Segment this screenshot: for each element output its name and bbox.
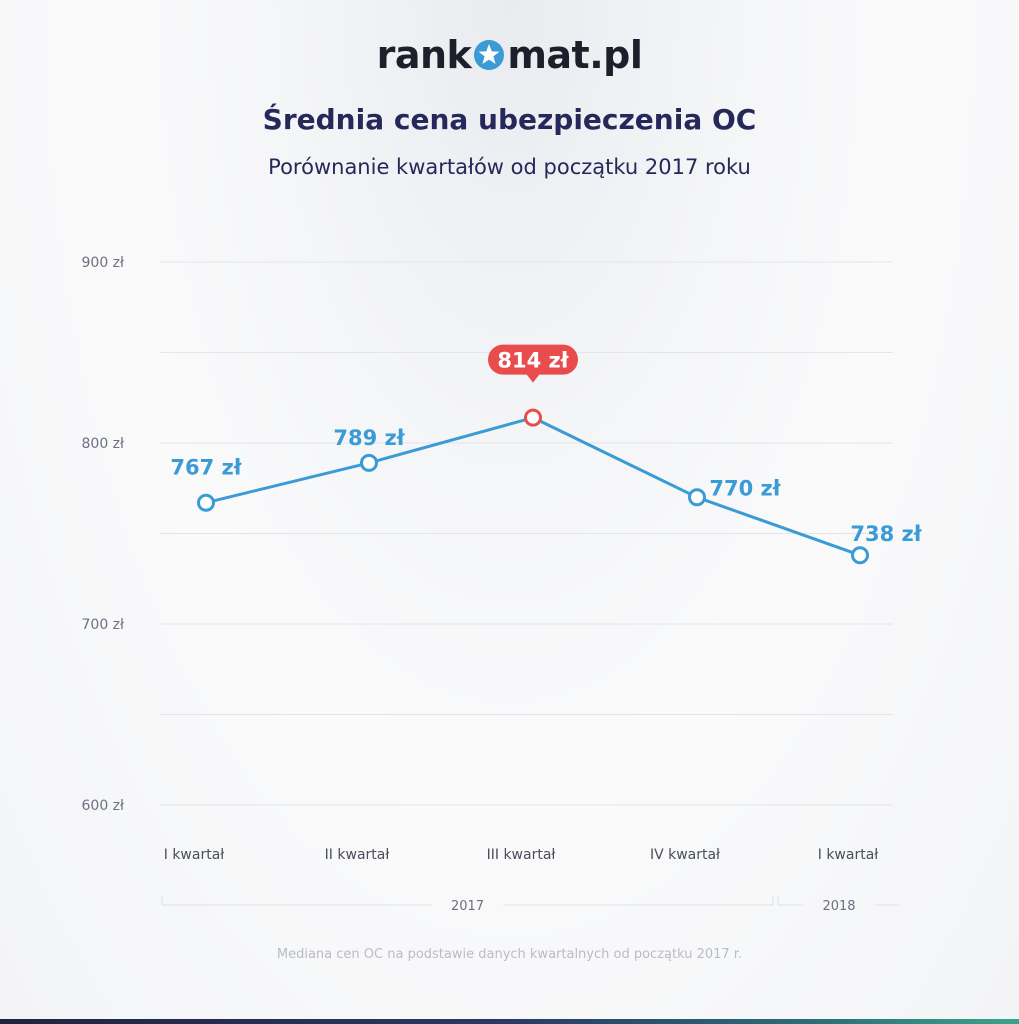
data-label: 770 zł bbox=[709, 476, 781, 500]
highlight-point bbox=[524, 408, 542, 427]
data-label: 814 zł bbox=[497, 349, 569, 373]
x-tick-label: I kwartał bbox=[164, 847, 225, 863]
callout-pointer bbox=[526, 373, 540, 383]
logo-text-left: rank bbox=[376, 33, 472, 77]
data-point bbox=[851, 546, 869, 565]
x-tick-label: I kwartał bbox=[818, 847, 879, 863]
logo: rank mat.pl bbox=[0, 30, 1019, 80]
x-tick-label: IV kwartał bbox=[650, 847, 720, 863]
footer-note: Mediana cen OC na podstawie danych kwart… bbox=[276, 947, 743, 962]
y-tick-label: 800 zł bbox=[82, 436, 125, 452]
year-label: 2018 bbox=[822, 899, 855, 914]
logo-text-right: mat.pl bbox=[507, 33, 643, 77]
y-tick-label: 600 zł bbox=[82, 798, 125, 814]
y-tick-label: 900 zł bbox=[82, 255, 125, 271]
highlight-callout bbox=[488, 344, 578, 375]
data-point bbox=[360, 453, 378, 472]
data-label: 767 zł bbox=[170, 456, 242, 480]
year-label: 2017 bbox=[451, 899, 484, 914]
chart-title: Średnia cena ubezpieczenia OC bbox=[262, 103, 757, 136]
data-point bbox=[197, 493, 215, 512]
chart-subtitle: Porównanie kwartałów od początku 2017 ro… bbox=[268, 155, 751, 179]
data-label: 789 zł bbox=[333, 426, 405, 450]
bottom-accent-bar bbox=[0, 1019, 1019, 1024]
data-point bbox=[688, 488, 706, 507]
data-label: 738 zł bbox=[850, 522, 922, 546]
y-tick-label: 700 zł bbox=[82, 617, 125, 633]
x-tick-label: III kwartał bbox=[487, 847, 556, 863]
star-icon bbox=[472, 38, 506, 72]
x-tick-label: II kwartał bbox=[325, 847, 390, 863]
